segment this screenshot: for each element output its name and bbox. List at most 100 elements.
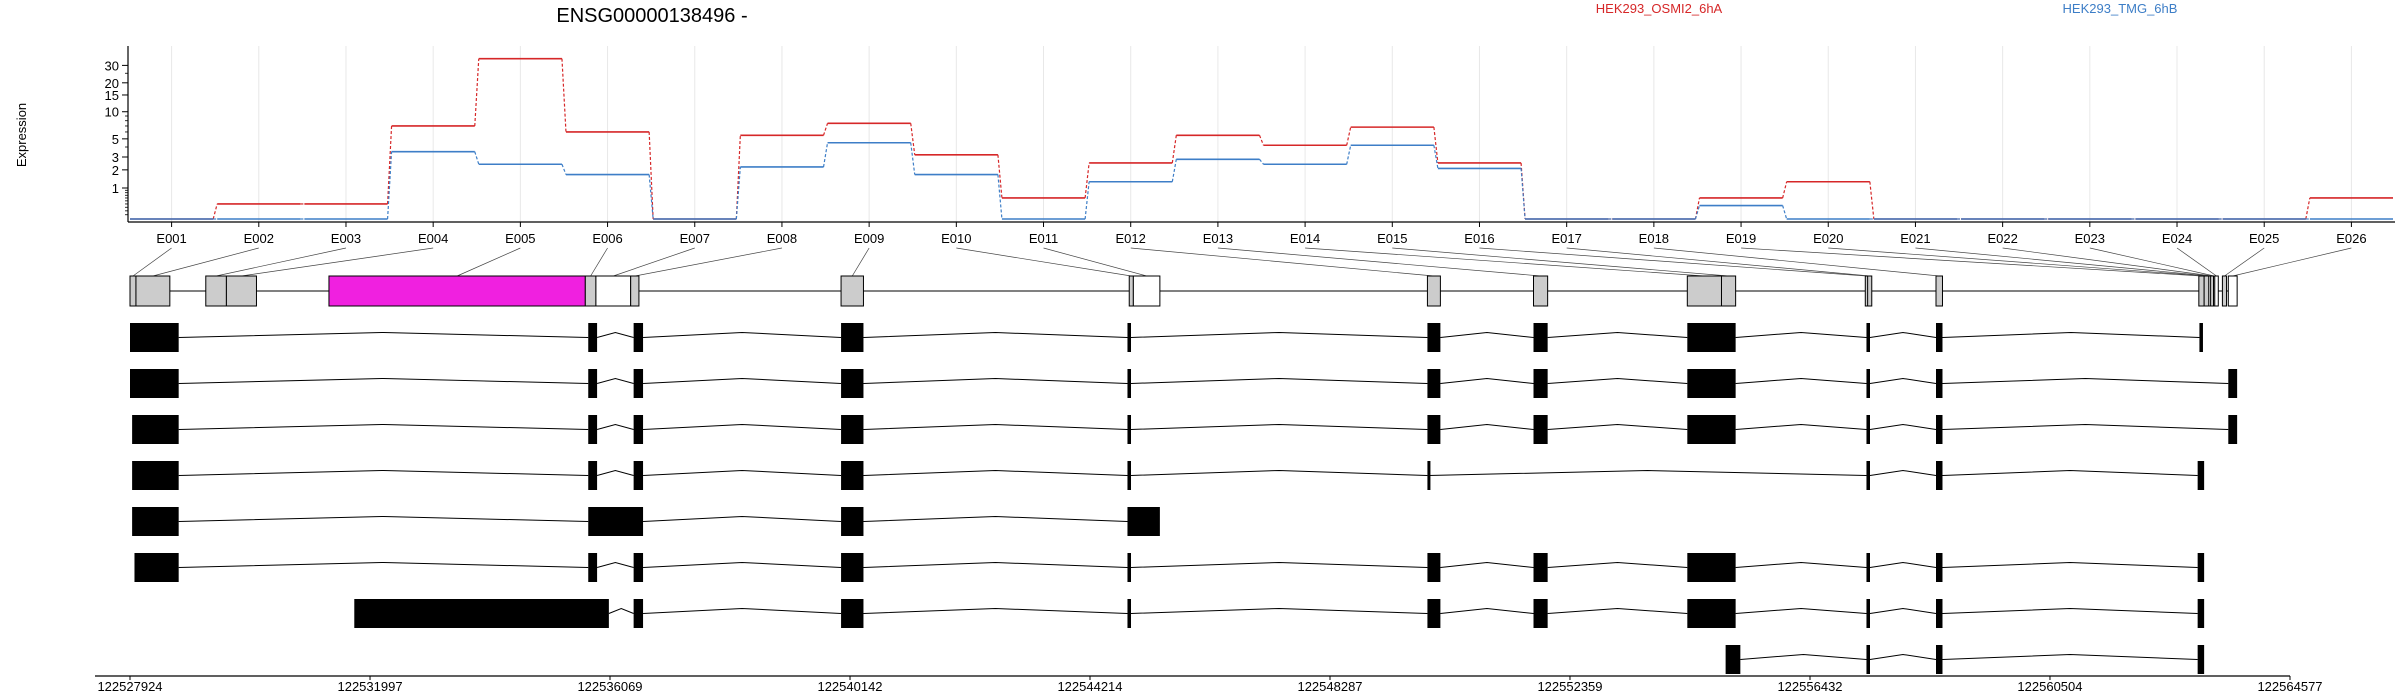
series-2-connector (1694, 205, 1701, 220)
exon-box-E017 (1867, 275, 1873, 307)
exon-connector-E012 (1130, 247, 1434, 277)
transcript-exon (1936, 323, 1943, 352)
exon-label-E023: E023 (2075, 231, 2105, 246)
exon-connector-E020 (1828, 247, 2207, 277)
legend-series-1: HEK293_OSMI2_6hA (1596, 1, 1723, 16)
series-1-connector (1694, 197, 1701, 220)
exon-label-E006: E006 (592, 231, 622, 246)
transcript-exon (1427, 323, 1441, 352)
transcript-exon (841, 599, 864, 628)
exon-connector-E013 (1217, 247, 1541, 277)
transcript-exon (1866, 415, 1870, 444)
transcript-exon (841, 461, 864, 490)
series-1-connector (212, 203, 218, 220)
exon-label-E011: E011 (1029, 231, 1058, 246)
intron (1440, 423, 1534, 430)
transcript-exon (588, 461, 598, 490)
exon-box-E003 (205, 275, 227, 307)
transcript-exon (841, 323, 864, 352)
intron (1440, 561, 1534, 568)
y-tick-label: 15 (105, 88, 119, 103)
transcript-exon (354, 599, 609, 628)
transcript-exon (1533, 323, 1548, 352)
transcript-exon (1533, 553, 1548, 582)
exon-box-E002 (135, 275, 171, 307)
exon-label-E007: E007 (680, 231, 710, 246)
exon-label-E002: E002 (244, 231, 274, 246)
transcript-exon (1427, 369, 1441, 398)
genomic-tick-label: 122556432 (1777, 679, 1842, 694)
y-tick-label: 30 (105, 58, 119, 73)
exon-connector-E011 (1043, 247, 1147, 277)
transcript-exon (134, 553, 179, 582)
intron (643, 607, 842, 614)
series-2-connector (1782, 205, 1788, 220)
transcript-exon (633, 553, 644, 582)
intron (1547, 607, 1688, 614)
series-2-connector (910, 142, 916, 175)
exon-connector-E017 (1566, 247, 1870, 277)
transcript-exon (633, 369, 644, 398)
series-2-connector (1346, 145, 1352, 165)
series-1-connector (561, 58, 567, 132)
transcript-exon (2197, 599, 2205, 628)
exon-connector-E005 (456, 247, 521, 277)
series-2-connector (1259, 158, 1264, 165)
exon-connector-E022 (2002, 247, 2213, 277)
transcript-exon (2197, 461, 2205, 490)
y-tick-label: 20 (105, 76, 119, 91)
series-2-connector (386, 151, 393, 220)
transcript-6 (134, 553, 2205, 582)
series-1-connector (910, 123, 916, 155)
exon-box-E012 (1426, 275, 1441, 307)
series-1-connector (2305, 197, 2311, 220)
transcript-exon (1866, 369, 1870, 398)
exon-box-E010 (1128, 275, 1134, 307)
intron (643, 469, 842, 476)
intron (1547, 331, 1688, 338)
transcript-exon (841, 507, 864, 536)
intron (1440, 607, 1534, 614)
exon-connector-E002 (152, 247, 259, 277)
exon-connector-E010 (956, 247, 1132, 277)
exon-connector-E007 (613, 247, 695, 277)
intron (596, 423, 634, 430)
exon-connector-E001 (132, 247, 172, 277)
exon-box-E025 (2221, 275, 2228, 307)
intron (1440, 377, 1534, 384)
exon-label-E022: E022 (1987, 231, 2017, 246)
intron (1869, 469, 1937, 476)
series-1-connector (1171, 135, 1177, 164)
series-1-connector (735, 135, 741, 220)
intron (1869, 377, 1937, 384)
exon-label-E008: E008 (767, 231, 797, 246)
transcript-exon (1866, 323, 1870, 352)
exon-label-E009: E009 (854, 231, 884, 246)
transcript-1 (130, 323, 2203, 352)
exon-connector-E004 (241, 247, 434, 277)
genomic-tick-label: 122552359 (1537, 679, 1602, 694)
series-1-connector (386, 125, 393, 204)
series-1-connector (822, 123, 829, 136)
transcript-exon (841, 553, 864, 582)
y-tick-label: 10 (105, 105, 119, 120)
series-2-connector (1171, 159, 1177, 182)
exon-box-E011 (1132, 275, 1161, 307)
transcript-exon (1427, 415, 1441, 444)
transcript-exon (1936, 645, 1943, 674)
exon-connector-E015 (1392, 247, 1729, 277)
transcript-exon (1936, 553, 1943, 582)
intron (1547, 423, 1688, 430)
y-tick-label: 3 (112, 150, 119, 165)
y-axis-label: Expression (14, 103, 29, 167)
series-2-connector (1084, 181, 1090, 220)
exon-label-E021: E021 (1900, 231, 1930, 246)
genomic-tick-label: 122536069 (577, 679, 642, 694)
series-1-connector (1433, 127, 1439, 164)
y-tick-label: 2 (112, 163, 119, 178)
transcript-exon (633, 461, 644, 490)
intron (178, 561, 589, 568)
intron (1130, 423, 1428, 430)
exon-connector-E018 (1653, 247, 1940, 277)
exon-label-E005: E005 (505, 231, 535, 246)
